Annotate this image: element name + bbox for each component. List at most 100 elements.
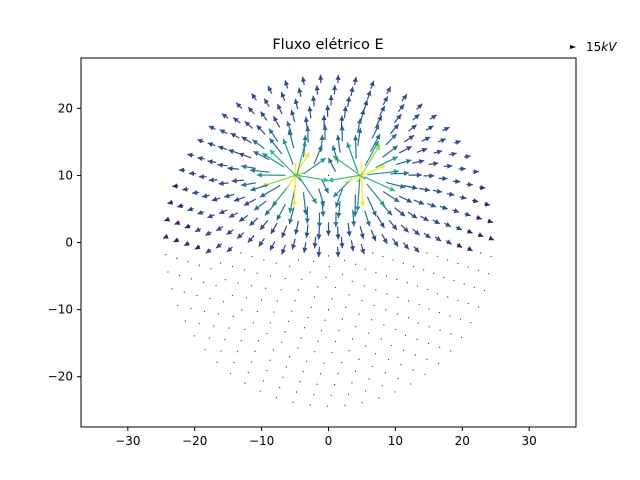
vector-head [184, 223, 191, 229]
vector-head [476, 215, 482, 220]
field-vector [256, 124, 266, 135]
vector-head [290, 109, 296, 116]
field-vector [241, 164, 257, 170]
field-vector [319, 134, 325, 153]
vector-shaft [213, 325, 215, 327]
vector-head [375, 134, 381, 140]
vector-head [256, 125, 262, 131]
vector-head [467, 228, 473, 234]
field-vector [280, 91, 286, 102]
field-vector [205, 248, 212, 254]
field-vector [197, 138, 205, 144]
field-vector [412, 228, 421, 236]
vector-shaft [477, 269, 480, 272]
field-vector [231, 265, 234, 268]
vector-head [207, 159, 213, 165]
vector-head [460, 166, 466, 172]
field-vector [327, 157, 337, 172]
vector-head [453, 208, 460, 214]
field-vector [402, 262, 405, 264]
field-vector [422, 269, 425, 271]
field-vector [216, 361, 218, 363]
field-vector [407, 211, 418, 219]
field-vector [360, 244, 366, 255]
vector-head [316, 222, 323, 228]
field-vector [224, 278, 227, 281]
vector-head [307, 106, 313, 112]
field-vector [360, 109, 366, 122]
vector-head [282, 138, 288, 145]
field-vector [423, 173, 435, 179]
vector-head [259, 192, 266, 198]
vector-head [281, 248, 286, 255]
vector-head [393, 197, 400, 203]
field-vector [332, 178, 353, 198]
field-vector [346, 222, 352, 237]
vector-head [423, 216, 429, 221]
vector-head [411, 124, 417, 130]
field-vector [228, 212, 238, 219]
vector-head [264, 209, 271, 216]
vector-head [403, 226, 409, 233]
field-vector [241, 309, 243, 311]
vector-shaft [463, 283, 465, 285]
vector-shaft [446, 259, 449, 261]
vector-shaft [210, 267, 212, 270]
x-tick-label: 10 [388, 434, 403, 448]
field-vector [243, 198, 257, 206]
field-vector [162, 233, 169, 239]
field-vector [302, 135, 308, 158]
field-vector [381, 233, 388, 245]
field-vector [346, 142, 359, 173]
field-vector [288, 207, 295, 225]
field-vector [253, 150, 270, 161]
vector-head [198, 174, 204, 180]
field-vector [428, 325, 430, 328]
vector-head [211, 196, 218, 202]
vector-shaft [171, 288, 173, 290]
vector-shaft [187, 260, 189, 263]
vector-head [424, 136, 431, 142]
vector-shaft [217, 313, 220, 315]
vector-head [451, 151, 457, 157]
field-vector [476, 215, 483, 220]
vector-shaft [427, 342, 430, 345]
field-vector [164, 216, 170, 222]
field-vector [190, 278, 193, 280]
vector-head [472, 198, 479, 204]
field-vector [331, 84, 338, 95]
vector-shaft [382, 255, 384, 258]
field-vector [363, 176, 396, 192]
vector-head [442, 204, 448, 210]
field-vector [291, 162, 298, 207]
vector-head [216, 243, 222, 249]
vector-head [319, 134, 325, 141]
vector-head [238, 152, 245, 158]
field-vector [464, 211, 471, 217]
field-vector [219, 129, 228, 135]
vector-shaft [216, 361, 218, 363]
vector-head [262, 153, 268, 159]
field-vector [458, 166, 466, 172]
vector-shaft [428, 308, 430, 310]
field-vector [240, 181, 256, 188]
vector-head [333, 155, 339, 161]
vector-head [217, 162, 223, 168]
vector-head [323, 177, 329, 183]
field-vector [398, 195, 413, 203]
field-vector [297, 87, 303, 98]
x-axis: −30 −20 −10 0 10 20 30 [115, 427, 537, 448]
vector-head [335, 234, 341, 240]
field-vector [419, 187, 431, 193]
field-vector [416, 338, 418, 341]
field-vector [281, 225, 288, 239]
field-vector [231, 294, 234, 297]
vector-head [207, 142, 214, 148]
vector-head [273, 116, 279, 122]
vector-head [379, 164, 386, 170]
field-vector [375, 156, 399, 169]
field-vector [367, 169, 399, 176]
plot-frame [80, 57, 577, 428]
field-vector [342, 105, 348, 119]
vector-head [371, 210, 377, 217]
